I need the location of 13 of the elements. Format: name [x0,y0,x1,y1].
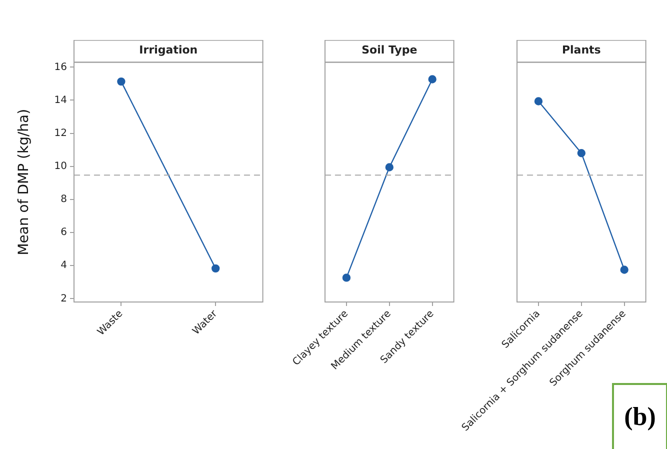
y-tick-label: 12 [54,128,67,139]
chart-title: Plants [562,43,602,56]
y-tick-label: 14 [54,94,67,106]
chart-title: Irrigation [139,43,198,56]
chart-title: Soil Type [362,43,418,56]
y-tick-label: 10 [54,160,67,172]
y-tick-label: 2 [60,293,67,304]
y-axis-title: Mean of DMP (kg/ha) [16,108,32,256]
text: (b) [624,402,656,431]
y-tick-label: 4 [60,260,67,272]
y-tick-label: 6 [60,227,67,238]
y-tick-label: 16 [54,62,67,73]
y-tick-label: 8 [60,194,67,206]
